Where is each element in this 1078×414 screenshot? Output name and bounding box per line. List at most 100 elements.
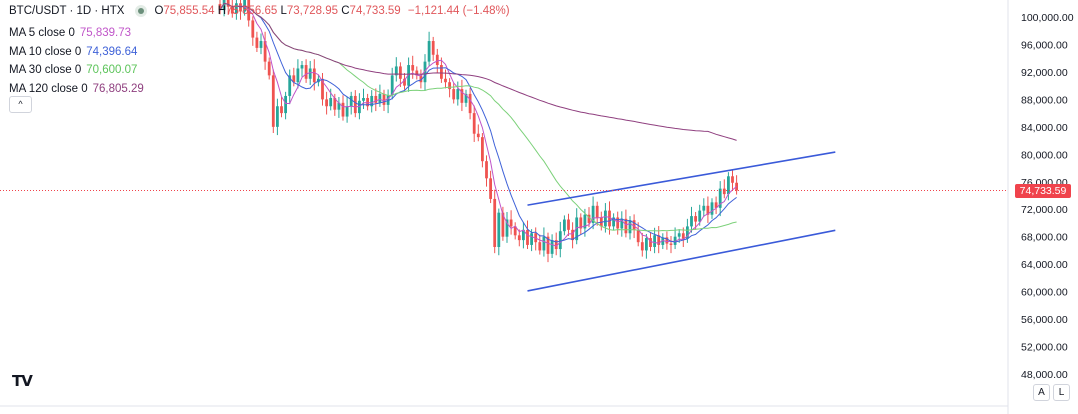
moving-average-line [219, 2, 737, 141]
indicator-ma30[interactable]: MA 30 close 0 70,600.07 [9, 64, 138, 76]
change-value: −1,121.44 (−1.48%) [407, 5, 510, 17]
candle-body [366, 98, 369, 107]
candle-body [382, 93, 386, 105]
candle-body [632, 220, 636, 230]
candle-body [645, 238, 648, 251]
moving-average-line [219, 2, 737, 243]
candle-body [394, 66, 398, 76]
candle-body [444, 78, 447, 83]
candle-body [665, 237, 669, 244]
log-scale-button[interactable]: L [1053, 384, 1070, 401]
candle-body [493, 198, 497, 247]
candle-body [489, 178, 492, 199]
candle-body [353, 95, 357, 114]
candle-body [698, 210, 702, 222]
candle-body [722, 188, 726, 195]
candle-body [591, 205, 595, 223]
price-axis-tick-label: 96,000.00 [1021, 39, 1068, 51]
market-status-icon [138, 8, 145, 14]
candle-body [276, 106, 279, 127]
candle-body [714, 202, 718, 208]
candle-body [616, 217, 620, 229]
candle-body [517, 235, 521, 241]
candle-body [267, 61, 271, 76]
candle-body [628, 220, 632, 234]
candle-body [472, 113, 476, 134]
collapse-legend-button[interactable]: ^ [9, 96, 32, 113]
candle-body [497, 212, 501, 247]
indicator-legend: MA 5 close 0 75,839.73 MA 10 close 0 74,39… [9, 24, 144, 98]
ohlc-values: O75,855.54 H75,856.65 L73,728.95 C74,733… [154, 5, 510, 17]
candle-body [636, 229, 640, 243]
candle-body [583, 214, 587, 229]
candle-body [378, 93, 382, 103]
indicator-ma10[interactable]: MA 10 close 0 74,396.64 [9, 45, 138, 58]
candle-body [374, 95, 378, 103]
candle-body [575, 217, 579, 241]
tradingview-logo-icon: TV [12, 372, 33, 390]
symbol-title[interactable]: BTC/USDT · 1D · HTX [9, 5, 125, 17]
candle-body [235, 3, 238, 14]
candle-body [476, 133, 480, 138]
candle-body [526, 229, 529, 245]
candle-body [419, 75, 423, 83]
candle-body [440, 65, 443, 79]
candle-body [218, 3, 222, 11]
candle-body [337, 102, 341, 110]
candle-body [546, 236, 550, 254]
price-axis-tick-label: 92,000.00 [1021, 67, 1068, 79]
candle-body [538, 242, 542, 251]
candle-body [522, 229, 525, 241]
candle-body [296, 68, 300, 83]
price-axis-tick-label: 68,000.00 [1021, 232, 1068, 244]
candle-body [452, 89, 456, 100]
candle-body [271, 75, 275, 127]
open-value: 75,855.54 [163, 5, 215, 17]
candle-body [468, 93, 472, 114]
candle-body [587, 214, 591, 223]
candle-body [640, 242, 644, 251]
candle-body [653, 235, 656, 247]
candle-body [304, 65, 308, 79]
price-axis-tick-label: 56,000.00 [1021, 314, 1068, 326]
candle-body [513, 226, 517, 236]
candle-body [386, 95, 390, 105]
candle-body [230, 6, 234, 14]
candle-body [251, 20, 255, 38]
candle-body [341, 102, 345, 117]
candle-body [300, 65, 304, 69]
candle-body [612, 217, 615, 227]
candle-body [292, 75, 296, 83]
candle-body [702, 205, 706, 211]
candle-body [554, 240, 558, 250]
candle-body [259, 41, 263, 48]
candle-body [329, 98, 333, 107]
price-axis-tick-label: 100,000.00 [1021, 12, 1074, 24]
candle-body [460, 89, 464, 103]
auto-scale-button[interactable]: A [1033, 384, 1050, 401]
candle-body [669, 243, 673, 245]
candle-body [411, 65, 415, 71]
candle-body [284, 95, 287, 114]
candle-body [407, 65, 410, 86]
price-axis-tick-label: 80,000.00 [1021, 149, 1068, 161]
price-axis-tick-label: 88,000.00 [1021, 94, 1068, 106]
candle-body [370, 95, 374, 107]
low-value: 73,728.95 [286, 5, 339, 17]
candle-body [481, 137, 484, 162]
candle-body [542, 236, 546, 251]
candle-body [727, 176, 730, 195]
candle-body [464, 93, 468, 103]
candle-body [501, 212, 505, 237]
indicator-ma120[interactable]: MA 120 close 0 76,805.29 [9, 82, 144, 95]
candle-body [399, 66, 402, 79]
price-axis-tick-label: 84,000.00 [1021, 122, 1068, 134]
indicator-ma5[interactable]: MA 5 close 0 75,839.73 [9, 27, 132, 39]
candle-body [604, 210, 607, 227]
candle-body [620, 218, 624, 229]
candle-body [390, 75, 394, 96]
moving-average-line [219, 2, 737, 247]
candle-body [427, 41, 431, 62]
candle-body [681, 233, 685, 239]
